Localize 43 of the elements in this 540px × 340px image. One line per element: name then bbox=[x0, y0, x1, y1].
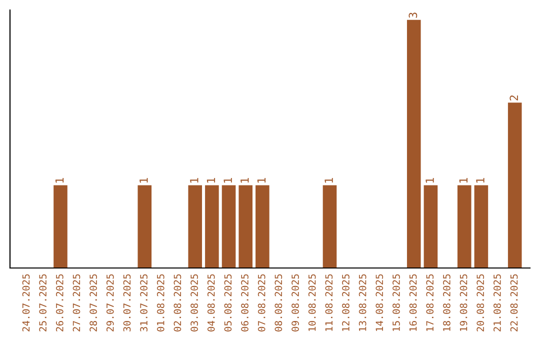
data-label: 1 bbox=[324, 178, 333, 183]
data-label: 1 bbox=[55, 178, 64, 183]
x-tick-label: 29.07.2025 bbox=[106, 274, 114, 332]
data-label: 1 bbox=[224, 178, 232, 183]
x-tick-label: 27.07.2025 bbox=[72, 274, 80, 332]
x-tick-label: 03.08.2025 bbox=[190, 274, 198, 332]
x-tick-label: 06.08.2025 bbox=[241, 274, 248, 332]
x-tick-label: 10.08.2025 bbox=[308, 274, 316, 331]
x-tick-label: 26.07.2025 bbox=[56, 274, 64, 332]
data-label: 3 bbox=[408, 12, 418, 18]
data-label: 1 bbox=[206, 178, 216, 183]
x-tick-label: 01.08.2025 bbox=[156, 274, 164, 332]
x-tick-label: 20.08.2025 bbox=[476, 274, 484, 332]
data-label: 1 bbox=[426, 178, 434, 183]
x-tick-label: 28.07.2025 bbox=[90, 274, 97, 332]
x-tick-label: 11.08.2025 bbox=[325, 274, 333, 331]
x-tick-label: 30.07.2025 bbox=[123, 274, 131, 332]
data-label: 2 bbox=[510, 95, 518, 100]
x-tick-label: 09.08.2025 bbox=[292, 274, 299, 332]
x-tick-label: 08.08.2025 bbox=[274, 274, 282, 332]
x-tick-label: 24.07.2025 bbox=[22, 274, 30, 332]
x-tick-label: 07.08.2025 bbox=[258, 274, 266, 332]
x-tick-label: 17.08.2025 bbox=[426, 274, 434, 331]
data-label: 1 bbox=[140, 178, 148, 183]
x-tick-label: 05.08.2025 bbox=[224, 274, 232, 332]
x-tick-label: 25.07.2025 bbox=[39, 274, 47, 332]
data-label: 1 bbox=[240, 178, 249, 183]
data-label: 1 bbox=[476, 178, 484, 183]
x-tick-label: 12.08.2025 bbox=[342, 274, 350, 331]
x-tick-label: 22.08.2025 bbox=[510, 274, 518, 332]
x-tick-label: 18.08.2025 bbox=[443, 274, 450, 331]
x-tick-label: 15.08.2025 bbox=[392, 274, 400, 331]
x-tick-label: 04.08.2025 bbox=[207, 274, 215, 332]
x-tick-label: 31.07.2025 bbox=[140, 274, 148, 332]
x-tick-label: 19.08.2025 bbox=[460, 274, 468, 331]
data-label: 1 bbox=[190, 178, 198, 183]
x-tick-label: 16.08.2025 bbox=[409, 274, 417, 331]
x-tick-label: 14.08.2025 bbox=[376, 274, 384, 331]
x-tick-label: 02.08.2025 bbox=[174, 274, 182, 332]
x-tick-label: 13.08.2025 bbox=[358, 274, 366, 331]
x-tick-label: 21.08.2025 bbox=[494, 274, 501, 332]
data-label: 1 bbox=[459, 178, 468, 183]
data-label: 1 bbox=[257, 178, 266, 183]
